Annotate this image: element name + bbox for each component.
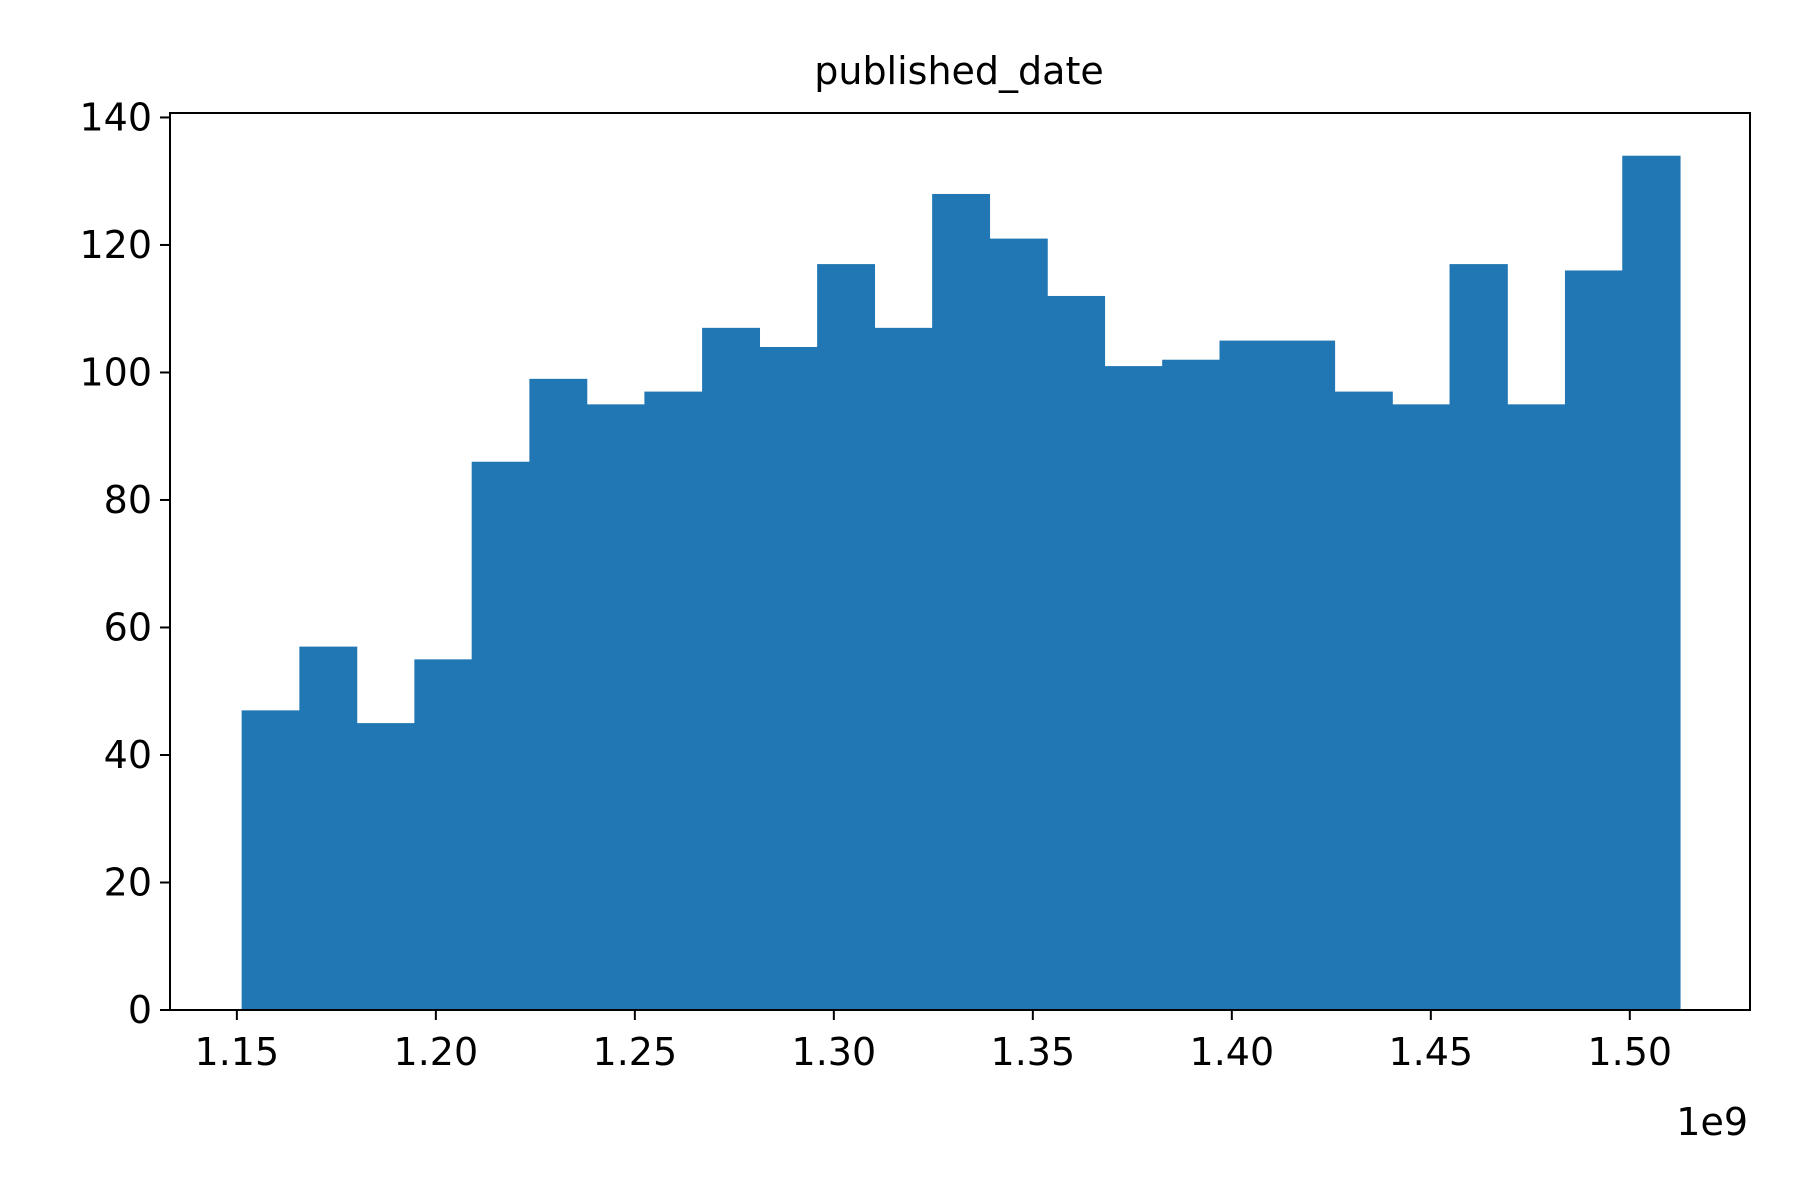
- histogram-bar: [932, 193, 991, 1010]
- y-tick-label: 0: [128, 988, 152, 1032]
- y-tick-label: 140: [79, 95, 152, 139]
- x-tick-label: 1.20: [394, 1030, 479, 1074]
- histogram-bar: [1162, 359, 1221, 1011]
- histogram-bar: [1047, 295, 1106, 1010]
- histogram-bar: [1334, 391, 1393, 1011]
- histogram-bar: [1104, 366, 1163, 1010]
- histogram-bar: [356, 723, 415, 1010]
- histogram-bar: [1622, 155, 1681, 1010]
- histogram-bar: [1219, 340, 1278, 1010]
- histogram-bar: [817, 264, 876, 1010]
- y-axis: 0 20 40 60 80 100 120 140: [79, 95, 170, 1032]
- histogram-bar: [529, 378, 588, 1010]
- y-tick-label: 120: [79, 223, 152, 267]
- x-axis: 1.15 1.20 1.25 1.30 1.35 1.40 1.45 1.50: [195, 1010, 1673, 1074]
- histogram-bar: [1392, 404, 1451, 1010]
- histogram-bar: [586, 404, 645, 1010]
- histogram-bar: [1449, 264, 1508, 1010]
- histogram-bar: [702, 327, 761, 1010]
- histogram-bar: [759, 346, 818, 1010]
- histogram-bar: [299, 646, 358, 1010]
- x-tick-label: 1.45: [1389, 1030, 1474, 1074]
- bars: [241, 155, 1681, 1011]
- x-offset-label: 1e9: [1676, 1100, 1748, 1144]
- histogram-bar: [241, 710, 300, 1010]
- y-tick-label: 40: [104, 733, 152, 777]
- x-tick-label: 1.40: [1190, 1030, 1275, 1074]
- x-tick-label: 1.35: [991, 1030, 1076, 1074]
- x-tick-label: 1.15: [195, 1030, 280, 1074]
- y-tick-label: 20: [104, 860, 152, 904]
- x-tick-label: 1.50: [1588, 1030, 1673, 1074]
- y-tick-label: 100: [79, 350, 152, 394]
- histogram-bar: [414, 659, 473, 1010]
- histogram-bar: [874, 327, 933, 1010]
- x-tick-label: 1.30: [792, 1030, 877, 1074]
- plot-frame: [169, 112, 1751, 1011]
- histogram-bar: [989, 238, 1048, 1010]
- chart-title: published_date: [814, 49, 1104, 93]
- histogram-bar: [644, 391, 703, 1011]
- histogram-bar: [1507, 404, 1566, 1010]
- histogram-bar: [471, 461, 530, 1011]
- x-tick-label: 1.25: [593, 1030, 678, 1074]
- histogram-bar: [1564, 270, 1623, 1010]
- histogram-bar: [1277, 340, 1336, 1010]
- y-tick-label: 80: [104, 478, 152, 522]
- y-tick-label: 60: [104, 605, 152, 649]
